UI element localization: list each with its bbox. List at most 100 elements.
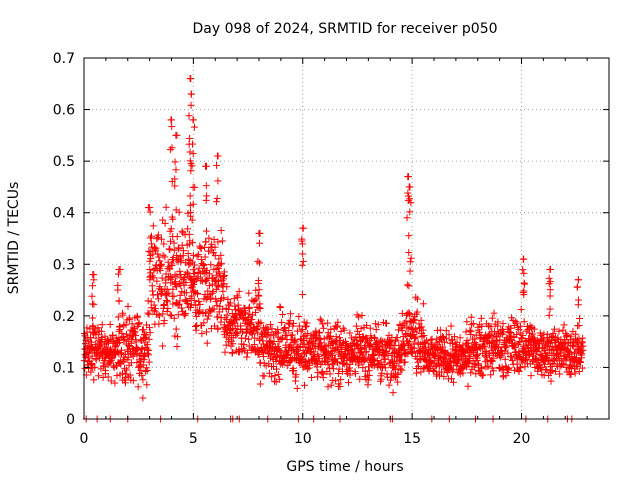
data-point	[233, 330, 241, 338]
data-point	[395, 362, 403, 370]
data-point	[359, 333, 367, 341]
data-point	[268, 373, 276, 381]
data-point	[291, 338, 299, 346]
y-tick-label: 0.3	[53, 257, 75, 273]
data-point	[172, 325, 180, 333]
data-point	[478, 322, 486, 330]
spike-point	[203, 192, 211, 200]
data-point	[139, 361, 147, 369]
spike-point	[254, 279, 262, 287]
data-point	[435, 372, 443, 380]
data-point	[290, 319, 298, 327]
data-point	[207, 294, 215, 302]
data-point	[442, 355, 450, 363]
data-point	[372, 326, 380, 334]
data-point	[170, 314, 178, 322]
data-point	[358, 312, 366, 320]
data-point	[242, 309, 250, 317]
spike-peak-point	[146, 204, 154, 212]
data-point	[245, 335, 253, 343]
x-tick-label: 10	[294, 431, 312, 447]
data-point	[101, 332, 109, 340]
data-point	[346, 367, 354, 375]
data-point	[406, 311, 414, 319]
spike-point	[171, 182, 179, 190]
data-point	[382, 348, 390, 356]
data-point	[467, 321, 475, 329]
data-point	[392, 365, 400, 373]
data-point	[210, 305, 218, 313]
data-point	[194, 290, 202, 298]
data-point	[143, 381, 151, 389]
data-point	[170, 246, 178, 254]
data-point	[106, 358, 114, 366]
data-point	[201, 243, 209, 251]
data-point	[182, 279, 190, 287]
data-point	[175, 279, 183, 287]
data-point	[401, 358, 409, 366]
spike-point	[256, 300, 264, 308]
data-point	[226, 299, 234, 307]
data-point	[169, 300, 177, 308]
data-point	[291, 377, 299, 385]
spike-point	[168, 123, 176, 131]
data-point	[370, 333, 378, 341]
data-point	[440, 338, 448, 346]
y-tick-label: 0.5	[53, 154, 75, 170]
data-point	[401, 331, 409, 339]
spike-point	[404, 189, 412, 197]
data-point	[183, 268, 191, 276]
data-point	[327, 381, 335, 389]
data-point	[146, 329, 154, 337]
data-point	[94, 372, 102, 380]
data-point	[320, 324, 328, 332]
data-point	[170, 239, 178, 247]
spike-point	[189, 150, 197, 158]
data-point	[137, 366, 145, 374]
data-point	[217, 251, 225, 259]
data-point	[398, 327, 406, 335]
data-point	[143, 350, 151, 358]
data-point	[394, 378, 402, 386]
data-point	[570, 342, 578, 350]
data-point	[297, 327, 305, 335]
data-point	[104, 352, 112, 360]
data-point	[487, 371, 495, 379]
data-point	[161, 253, 169, 261]
data-point	[163, 296, 171, 304]
data-point	[448, 375, 456, 383]
spike-point	[406, 208, 414, 216]
data-point	[178, 304, 186, 312]
data-point	[229, 340, 237, 348]
data-point	[566, 349, 574, 357]
data-point	[529, 357, 537, 365]
data-point	[349, 347, 357, 355]
spike-peak-point	[168, 116, 175, 124]
data-point	[160, 240, 168, 248]
data-point	[144, 297, 152, 305]
spike-point	[172, 206, 180, 214]
data-point	[302, 323, 310, 331]
spike-point	[298, 261, 306, 269]
data-point	[184, 225, 192, 233]
data-point	[376, 346, 384, 354]
data-point	[160, 317, 168, 325]
data-point	[464, 358, 472, 366]
spike-point	[115, 297, 123, 305]
data-point	[400, 332, 408, 340]
data-point	[251, 297, 259, 305]
data-point	[467, 328, 475, 336]
data-point	[221, 348, 229, 356]
data-point	[158, 274, 166, 282]
data-point	[278, 319, 286, 327]
data-point	[157, 260, 165, 268]
spike-point	[573, 283, 581, 291]
spike-point	[299, 291, 307, 299]
data-point	[552, 367, 560, 375]
spike-point	[89, 323, 97, 331]
data-point	[381, 355, 389, 363]
data-point	[200, 319, 208, 327]
data-point	[220, 294, 228, 302]
data-point	[245, 342, 253, 350]
data-point	[308, 374, 316, 382]
